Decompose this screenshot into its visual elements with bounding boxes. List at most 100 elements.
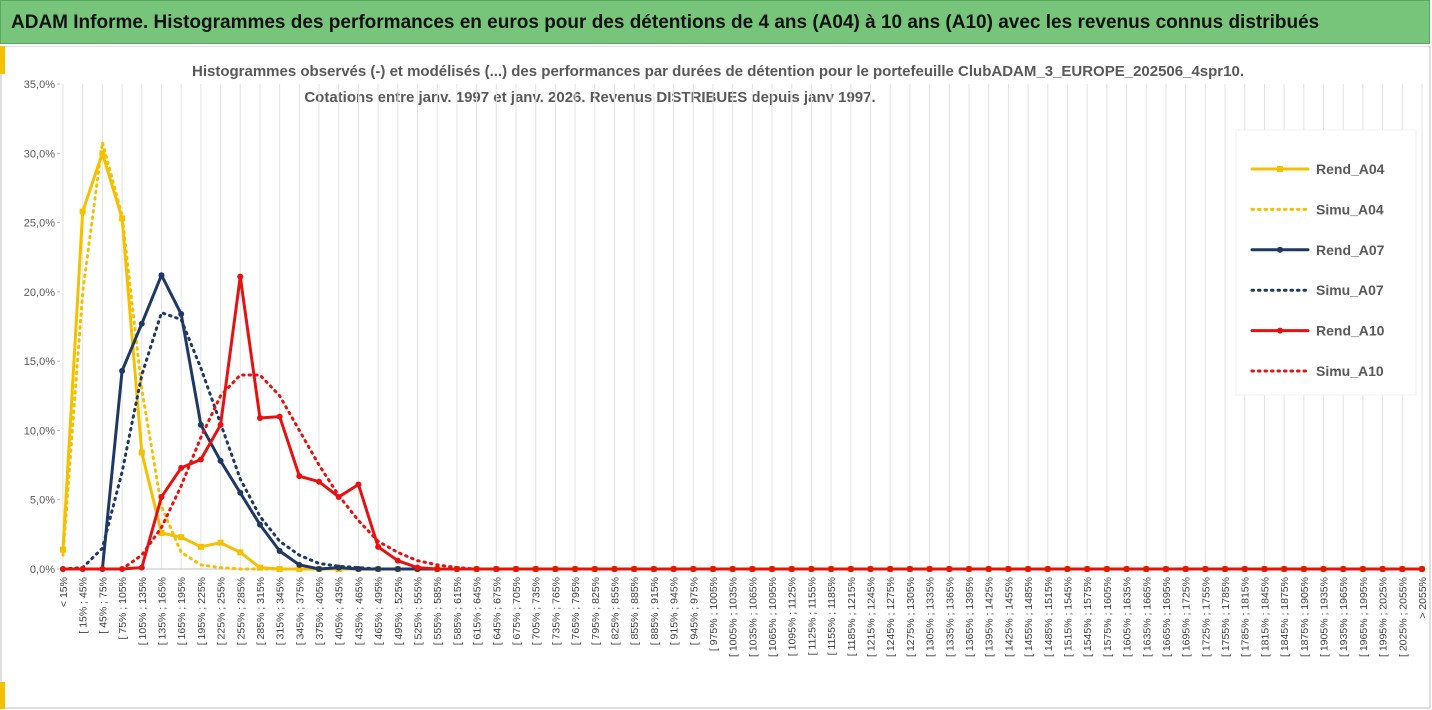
x-tick-label: [ 1425% ; 1455% bbox=[1003, 577, 1015, 657]
marker bbox=[1320, 566, 1327, 572]
x-tick-label: [ 1515% ; 1545% bbox=[1062, 577, 1074, 657]
chart: Histogrammes observés (-) et modélisés (… bbox=[0, 46, 1431, 709]
x-tick-label: [ 495% ; 525% bbox=[393, 577, 405, 645]
x-tick-label: [ 195% ; 225% bbox=[196, 577, 208, 645]
x-tick-label: [ 1875% ; 1905% bbox=[1299, 577, 1311, 657]
x-tick-label: [ 765% ; 795% bbox=[570, 577, 582, 645]
y-tick-label: 30,0% bbox=[24, 148, 55, 160]
y-tick-label: 10,0% bbox=[24, 425, 55, 437]
marker bbox=[1379, 566, 1386, 572]
x-tick-label: [ 585% ; 615% bbox=[452, 577, 464, 645]
marker bbox=[256, 414, 263, 421]
chart-title: Histogrammes observés (-) et modélisés (… bbox=[192, 63, 1244, 80]
x-tick-label: [ 1365% ; 1395% bbox=[964, 577, 976, 657]
marker bbox=[434, 566, 441, 572]
marker bbox=[138, 320, 145, 327]
x-tick-label: [ 705% ; 735% bbox=[531, 577, 543, 645]
y-tick-label: 35,0% bbox=[24, 79, 55, 91]
chart-subtitle: Cotations entre janv. 1997 et janv. 2026… bbox=[304, 89, 875, 106]
x-tick-label: [ 975% ; 1005% bbox=[708, 577, 720, 651]
marker bbox=[217, 539, 224, 546]
marker bbox=[670, 566, 677, 572]
x-tick-label: [ 1815% ; 1845% bbox=[1259, 577, 1271, 657]
marker bbox=[158, 272, 165, 279]
y-tick-label: 20,0% bbox=[24, 287, 55, 299]
marker bbox=[788, 566, 795, 572]
x-tick-label: [ 1155% ; 1185% bbox=[826, 577, 838, 655]
x-tick-label: [ 75% ; 105% bbox=[117, 577, 129, 639]
x-tick-label: [ 1185% ; 1215% bbox=[846, 577, 858, 656]
accent bbox=[0, 682, 5, 709]
x-tick-label: [ 345% ; 375% bbox=[294, 577, 306, 645]
legend-box bbox=[1235, 129, 1417, 396]
x-tick-label: [ 1215% ; 1245% bbox=[866, 577, 878, 657]
marker bbox=[178, 534, 185, 541]
marker bbox=[1359, 566, 1366, 572]
legend-marker bbox=[1277, 166, 1283, 172]
x-tick-label: [ 45% ; 75% bbox=[97, 577, 109, 634]
marker bbox=[138, 564, 145, 571]
x-tick-label: [ 1995% ; 2025% bbox=[1378, 577, 1390, 657]
x-tick-label: [ 1665% ; 1695% bbox=[1161, 577, 1173, 657]
x-tick-label: [ 2025% ; 2055% bbox=[1397, 577, 1409, 657]
marker bbox=[1399, 566, 1406, 572]
x-tick-label: [ 1395% ; 1425% bbox=[984, 577, 996, 657]
marker bbox=[158, 493, 165, 500]
x-tick-label: [ 15% ; 45% bbox=[78, 577, 90, 634]
marker bbox=[729, 566, 736, 572]
x-tick-label: [ 1785% ; 1815% bbox=[1240, 577, 1252, 657]
x-tick-label: [ 1245% ; 1275% bbox=[885, 577, 897, 657]
x-tick-label: [ 375% ; 405% bbox=[314, 577, 326, 645]
marker bbox=[237, 489, 244, 496]
x-tick-label: [ 675% ; 705% bbox=[511, 577, 523, 645]
marker bbox=[316, 478, 323, 485]
x-tick-label: [ 1035% ; 1065% bbox=[747, 577, 759, 657]
x-tick-label: [ 285% ; 315% bbox=[255, 577, 267, 645]
marker bbox=[178, 464, 185, 471]
x-tick-label: [ 1095% ; 1125% bbox=[787, 577, 799, 656]
marker bbox=[1419, 566, 1425, 572]
marker bbox=[375, 566, 382, 572]
marker bbox=[217, 421, 224, 428]
x-tick-label: [ 615% ; 645% bbox=[472, 577, 484, 645]
x-tick-label: [ 1635% ; 1665% bbox=[1141, 577, 1153, 657]
marker bbox=[197, 456, 204, 463]
x-tick-label: [ 735% ; 765% bbox=[550, 577, 562, 645]
x-tick-label: < 15% bbox=[58, 577, 70, 607]
x-tick-label: [ 1845% ; 1875% bbox=[1279, 577, 1291, 657]
marker bbox=[375, 543, 382, 550]
accent bbox=[0, 46, 5, 74]
marker bbox=[119, 367, 126, 374]
x-tick-label: [ 435% ; 465% bbox=[353, 577, 365, 645]
marker bbox=[138, 449, 145, 456]
x-tick-label: [ 1275% ; 1305% bbox=[905, 577, 917, 657]
x-tick-label: [ 465% ; 495% bbox=[373, 577, 385, 645]
marker bbox=[709, 566, 716, 572]
x-tick-label: [ 255% ; 285% bbox=[235, 577, 247, 645]
x-tick-label: [ 1455% ; 1485% bbox=[1023, 577, 1035, 657]
legend-marker bbox=[1277, 246, 1283, 253]
x-tick-label: [ 1575% ; 1605% bbox=[1102, 577, 1114, 657]
marker bbox=[158, 529, 165, 536]
marker bbox=[828, 566, 835, 572]
y-tick-label: 15,0% bbox=[24, 356, 55, 368]
marker bbox=[217, 457, 224, 464]
marker bbox=[256, 521, 263, 528]
x-tick-label: [ 915% ; 945% bbox=[669, 577, 681, 645]
legend-label: Simu_A10 bbox=[1316, 363, 1384, 379]
marker bbox=[276, 413, 283, 420]
marker bbox=[749, 566, 756, 572]
marker bbox=[355, 481, 362, 488]
legend-label: Simu_A07 bbox=[1316, 282, 1384, 298]
marker bbox=[769, 566, 776, 572]
x-tick-label: [ 1905% ; 1935% bbox=[1319, 577, 1331, 657]
y-tick-label: 25,0% bbox=[24, 218, 55, 230]
x-tick-label: [ 1335% ; 1365% bbox=[944, 577, 956, 657]
x-tick-label: [ 135% ; 165% bbox=[156, 577, 168, 645]
x-tick-label: [ 1605% ; 1635% bbox=[1122, 577, 1134, 657]
x-tick-label: [ 1725% ; 1755% bbox=[1200, 577, 1212, 657]
y-tick-label: 5,0% bbox=[30, 495, 55, 507]
legend-label: Rend_A04 bbox=[1316, 161, 1385, 177]
x-tick-label: [ 1065% ; 1095% bbox=[767, 577, 779, 657]
